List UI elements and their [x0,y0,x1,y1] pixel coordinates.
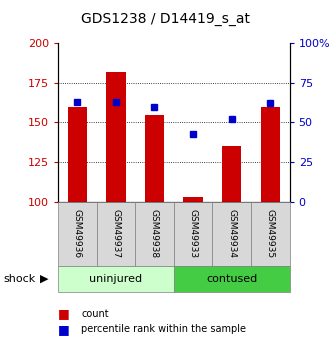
Bar [183,197,203,202]
Text: GSM49933: GSM49933 [189,209,198,258]
Bar [68,107,87,202]
Bar [145,115,164,202]
Bar [106,72,125,202]
Text: ■: ■ [58,323,70,336]
Text: GSM49934: GSM49934 [227,209,236,258]
Text: ▶: ▶ [40,274,49,284]
Text: uninjured: uninjured [89,274,142,284]
Text: GSM49937: GSM49937 [111,209,120,258]
Text: GSM49938: GSM49938 [150,209,159,258]
Text: GSM49935: GSM49935 [266,209,275,258]
Text: ■: ■ [58,307,70,321]
Text: shock: shock [3,274,35,284]
Text: GSM49936: GSM49936 [73,209,82,258]
Bar [260,107,280,202]
Text: percentile rank within the sample: percentile rank within the sample [81,325,246,334]
Bar [222,146,241,202]
Text: GDS1238 / D14419_s_at: GDS1238 / D14419_s_at [81,12,250,26]
Text: contused: contused [206,274,257,284]
Text: count: count [81,309,109,319]
